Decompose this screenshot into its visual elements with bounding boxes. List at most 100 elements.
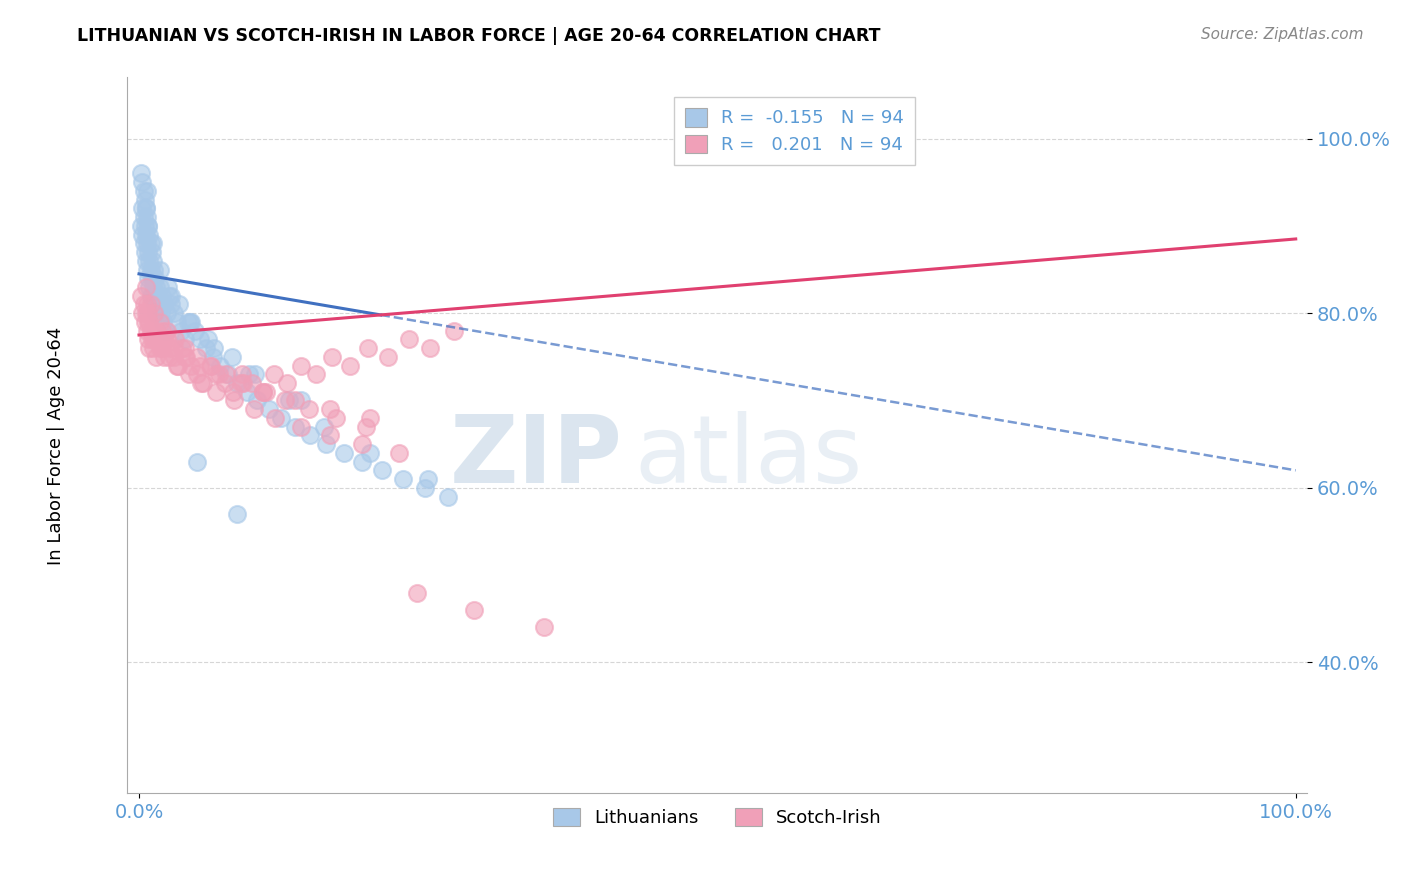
Point xyxy=(157,350,180,364)
Point xyxy=(136,219,159,233)
Point xyxy=(252,384,274,399)
Point xyxy=(221,384,243,399)
Point xyxy=(143,306,166,320)
Point xyxy=(533,620,555,634)
Point xyxy=(163,332,186,346)
Point xyxy=(240,376,263,390)
Point xyxy=(354,419,377,434)
Point xyxy=(139,297,162,311)
Point xyxy=(188,359,211,373)
Point xyxy=(205,384,228,399)
Point xyxy=(134,315,156,329)
Point xyxy=(156,306,179,320)
Point xyxy=(139,262,162,277)
Text: atlas: atlas xyxy=(634,411,863,503)
Point xyxy=(186,350,208,364)
Point xyxy=(135,227,157,242)
Point xyxy=(163,341,186,355)
Point xyxy=(139,289,162,303)
Point xyxy=(136,297,159,311)
Point xyxy=(339,359,361,373)
Point xyxy=(263,368,285,382)
Point xyxy=(202,341,225,355)
Point xyxy=(235,384,257,399)
Point xyxy=(398,332,420,346)
Point xyxy=(215,368,238,382)
Point xyxy=(284,393,307,408)
Point xyxy=(186,454,208,468)
Point xyxy=(298,402,321,417)
Point xyxy=(146,289,169,303)
Point xyxy=(145,280,167,294)
Point xyxy=(180,359,202,373)
Point xyxy=(145,306,167,320)
Point xyxy=(156,324,179,338)
Point xyxy=(135,202,157,216)
Point xyxy=(166,359,188,373)
Point xyxy=(149,306,172,320)
Point xyxy=(254,384,277,399)
Point xyxy=(143,297,166,311)
Point xyxy=(136,219,159,233)
Point xyxy=(242,402,264,417)
Point xyxy=(169,324,191,338)
Point xyxy=(136,332,159,346)
Point xyxy=(176,350,198,364)
Point xyxy=(208,359,231,373)
Point xyxy=(177,368,200,382)
Point xyxy=(163,350,186,364)
Point xyxy=(136,210,159,224)
Point xyxy=(264,411,287,425)
Point xyxy=(149,341,172,355)
Point xyxy=(290,359,312,373)
Point xyxy=(352,437,374,451)
Point xyxy=(135,202,157,216)
Text: LITHUANIAN VS SCOTCH-IRISH IN LABOR FORCE | AGE 20-64 CORRELATION CHART: LITHUANIAN VS SCOTCH-IRISH IN LABOR FORC… xyxy=(77,27,880,45)
Point xyxy=(150,341,173,355)
Point xyxy=(202,350,225,364)
Point xyxy=(371,463,394,477)
Point xyxy=(170,341,193,355)
Point xyxy=(136,271,159,285)
Point xyxy=(141,271,163,285)
Point xyxy=(413,481,436,495)
Point xyxy=(142,253,165,268)
Point xyxy=(418,472,440,486)
Point xyxy=(156,280,179,294)
Point xyxy=(274,393,297,408)
Point xyxy=(190,376,212,390)
Point xyxy=(231,368,253,382)
Point xyxy=(150,324,173,338)
Point xyxy=(180,315,202,329)
Point xyxy=(139,324,162,338)
Point xyxy=(135,253,157,268)
Point xyxy=(229,376,252,390)
Point xyxy=(143,332,166,346)
Point xyxy=(138,280,160,294)
Point xyxy=(136,245,159,260)
Point xyxy=(357,341,380,355)
Point xyxy=(437,490,460,504)
Point xyxy=(138,315,160,329)
Point xyxy=(131,175,153,189)
Point xyxy=(149,262,172,277)
Point xyxy=(153,332,176,346)
Point xyxy=(222,393,245,408)
Point xyxy=(131,227,153,242)
Point xyxy=(141,245,163,260)
Point xyxy=(166,315,188,329)
Point xyxy=(143,289,166,303)
Point xyxy=(270,411,292,425)
Point xyxy=(284,419,307,434)
Point xyxy=(388,446,411,460)
Point xyxy=(257,402,280,417)
Point xyxy=(153,297,176,311)
Point xyxy=(138,341,160,355)
Point xyxy=(160,297,183,311)
Point xyxy=(163,306,186,320)
Point xyxy=(136,184,159,198)
Point xyxy=(153,350,176,364)
Point xyxy=(132,236,155,251)
Point xyxy=(195,341,218,355)
Point xyxy=(315,437,337,451)
